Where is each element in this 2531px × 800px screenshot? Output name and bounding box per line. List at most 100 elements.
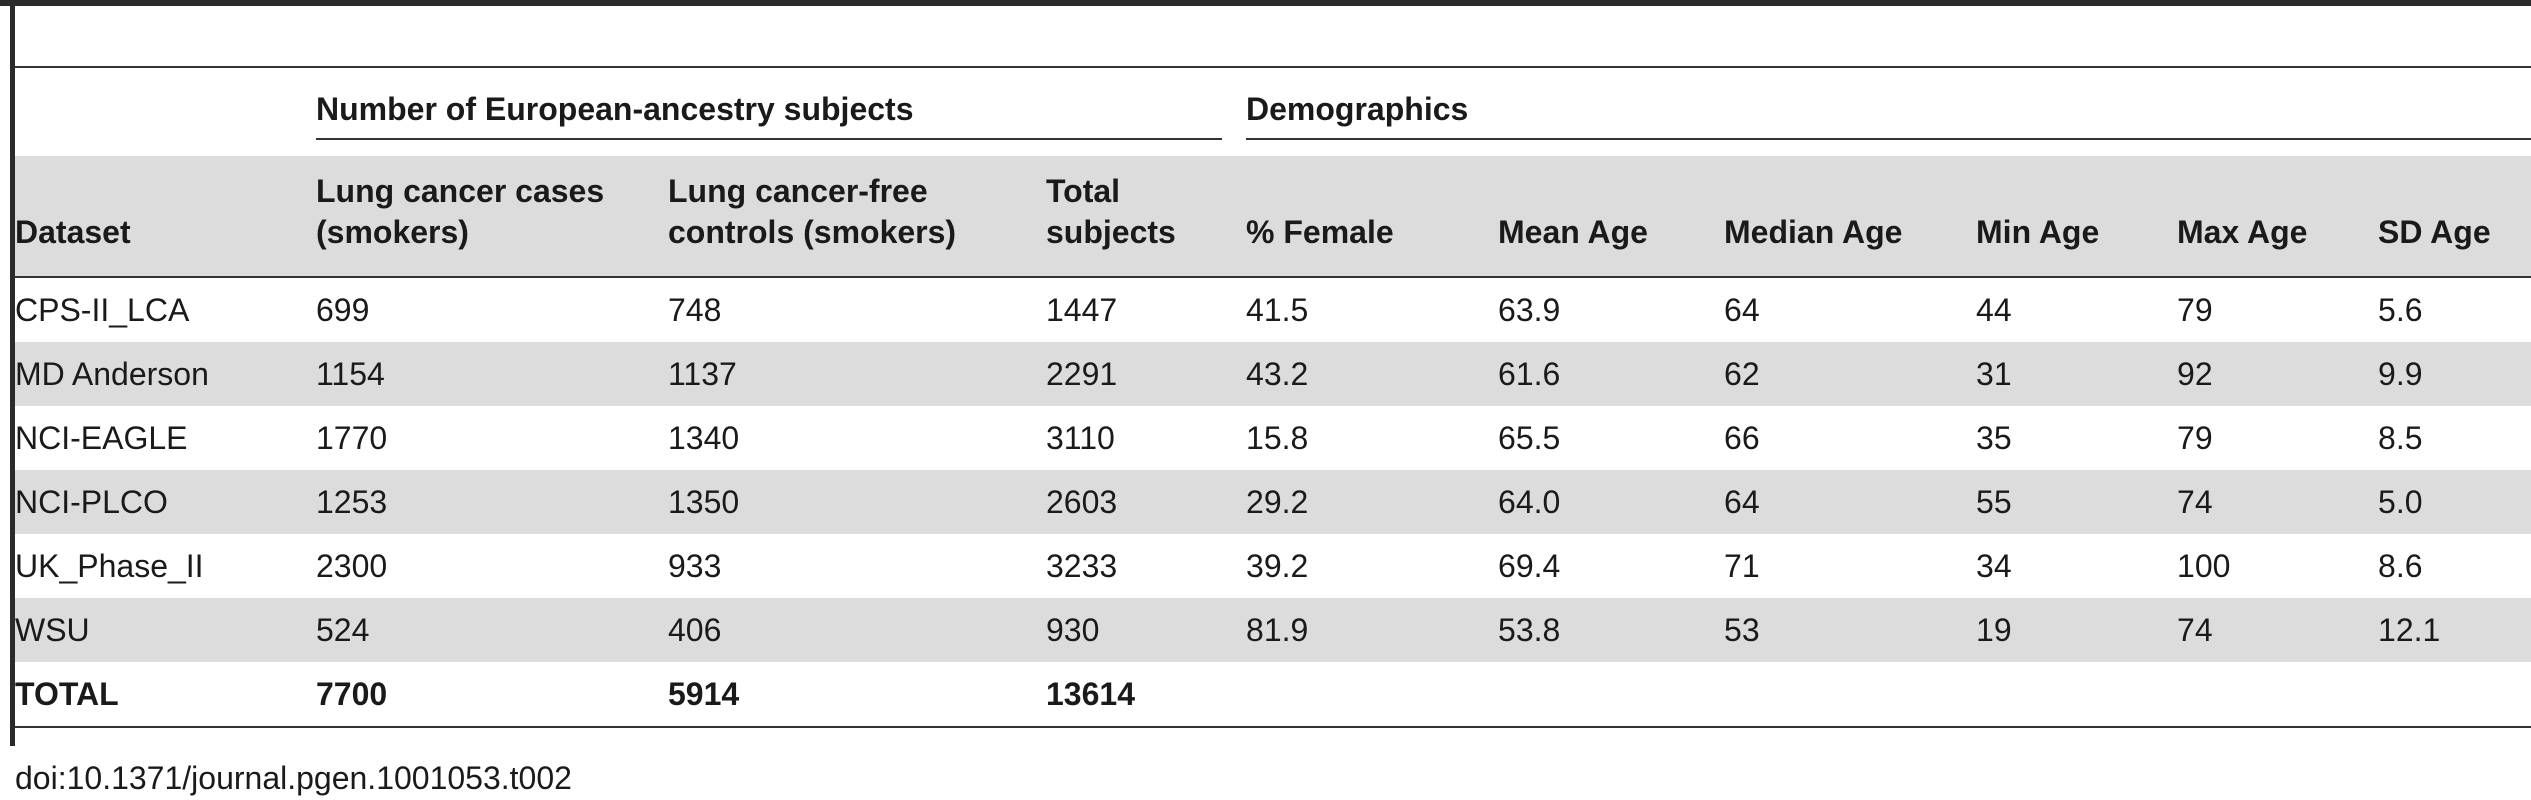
group-header-empty <box>15 66 316 156</box>
table-cell: 62 <box>1724 342 1977 406</box>
table-cell: 79 <box>2177 291 2213 328</box>
table-cell: 1340 <box>668 419 740 456</box>
table-cell: 64.0 <box>1498 470 1725 534</box>
table-cell: 933 <box>668 547 722 584</box>
table-cell: 55 <box>1976 470 2178 534</box>
group-header-demographics-cell: Demographics <box>1246 66 2531 156</box>
table-cell: 64 <box>1724 291 1760 328</box>
col-header-median-age: Median Age <box>1724 156 1977 278</box>
table-cell: 8.5 <box>2378 419 2423 456</box>
table-cell: 15.8 <box>1246 419 1309 456</box>
table-cell: 1350 <box>668 470 1046 534</box>
table-cell: 406 <box>668 598 1046 662</box>
table-container: Number of European-ancestry subjects Dem… <box>15 66 2531 728</box>
top-rule <box>0 0 2531 6</box>
col-header-cases: Lung cancer cases (smokers) <box>316 156 668 278</box>
table-cell: 74 <box>2177 470 2379 534</box>
table-cell: 1770 <box>316 419 388 456</box>
group-header-row: Number of European-ancestry subjects Dem… <box>15 66 2531 156</box>
table-cell: 1253 <box>316 470 668 534</box>
table-row: WSU 524 406 930 81.9 53.8 53 19 74 12.1 <box>15 598 2531 662</box>
table-cell: 2291 <box>1046 342 1247 406</box>
table-cell: 3110 <box>1046 419 1115 456</box>
table-row: UK_Phase_II 2300 933 3233 39.2 69.4 71 3… <box>15 534 2531 598</box>
table-cell: 1137 <box>668 342 1046 406</box>
table-cell: 61.6 <box>1498 342 1725 406</box>
doi-link[interactable]: doi:10.1371/journal.pgen.1001053.t002 <box>15 760 572 796</box>
table-cell: 100 <box>2177 547 2231 584</box>
table-cell: 65.5 <box>1498 419 1561 456</box>
table-cell: 1447 <box>1046 291 1118 328</box>
table-cell: 74 <box>2177 598 2379 662</box>
table-cell: 41.5 <box>1246 291 1309 328</box>
table-cell: 66 <box>1724 419 1760 456</box>
table-cell: MD Anderson <box>15 342 316 406</box>
table-cell: 71 <box>1724 547 1760 584</box>
total-cell <box>1246 662 1499 728</box>
table-cell: 44 <box>1976 291 2012 328</box>
total-cell: 7700 <box>316 662 668 728</box>
group-header-subjects-cell: Number of European-ancestry subjects <box>316 66 1247 156</box>
col-header-dataset: Dataset <box>15 156 316 278</box>
col-header-total: Total subjects <box>1046 156 1247 278</box>
table-row: NCI-EAGLE 1770 1340 3110 15.8 65.5 66 35… <box>15 406 2531 470</box>
table-cell: UK_Phase_II <box>15 547 204 584</box>
table-cell: NCI-PLCO <box>15 470 316 534</box>
table-row: MD Anderson 1154 1137 2291 43.2 61.6 62 … <box>15 342 2531 406</box>
table-cell: 34 <box>1976 547 2012 584</box>
table-cell: 12.1 <box>2378 598 2531 662</box>
table-cell: 53.8 <box>1498 598 1725 662</box>
col-header-max-age: Max Age <box>2177 156 2379 278</box>
table-row: CPS-II_LCA 699 748 1447 41.5 63.9 64 44 … <box>15 277 2531 342</box>
table-cell: 43.2 <box>1246 342 1499 406</box>
total-row: TOTAL 7700 5914 13614 <box>15 662 2531 728</box>
total-label: TOTAL <box>15 662 316 728</box>
table-cell: 19 <box>1976 598 2178 662</box>
table-cell: 8.6 <box>2378 547 2423 584</box>
table-cell: 64 <box>1724 470 1977 534</box>
table-cell: 53 <box>1724 598 1977 662</box>
table-cell: 930 <box>1046 598 1247 662</box>
table-cell: CPS-II_LCA <box>15 291 190 328</box>
group-header-demographics: Demographics <box>1246 85 2531 140</box>
col-header-sd-age: SD Age <box>2378 156 2531 278</box>
total-cell <box>2177 662 2379 728</box>
table-cell: 5.0 <box>2378 470 2531 534</box>
group-header-subjects: Number of European-ancestry subjects <box>316 85 1223 140</box>
column-header-row: Dataset Lung cancer cases (smokers) Lung… <box>15 156 2531 278</box>
table-cell: 699 <box>316 291 370 328</box>
table-cell: 35 <box>1976 419 2012 456</box>
table-cell: 39.2 <box>1246 547 1309 584</box>
table-cell: 5.6 <box>2378 291 2423 328</box>
table-row: NCI-PLCO 1253 1350 2603 29.2 64.0 64 55 … <box>15 470 2531 534</box>
col-header-min-age: Min Age <box>1976 156 2178 278</box>
table-cell: 748 <box>668 291 722 328</box>
total-cell: 5914 <box>668 662 1046 728</box>
table-cell: 63.9 <box>1498 291 1561 328</box>
total-cell: 13614 <box>1046 662 1247 728</box>
col-header-female: % Female <box>1246 156 1499 278</box>
table-cell: 3233 <box>1046 547 1118 584</box>
total-cell <box>2378 662 2531 728</box>
table-cell: 92 <box>2177 342 2379 406</box>
table-cell: 31 <box>1976 342 2178 406</box>
left-rule <box>10 6 15 746</box>
table-cell: 2603 <box>1046 470 1247 534</box>
table-cell: 524 <box>316 598 668 662</box>
table-cell: 69.4 <box>1498 547 1561 584</box>
col-header-controls: Lung cancer-free controls (smokers) <box>668 156 1046 278</box>
total-cell <box>1498 662 1725 728</box>
table-cell: 79 <box>2177 419 2213 456</box>
table-cell: 81.9 <box>1246 598 1499 662</box>
total-cell <box>1724 662 1977 728</box>
table-cell: NCI-EAGLE <box>15 419 188 456</box>
table-cell: WSU <box>15 598 316 662</box>
table-cell: 1154 <box>316 342 668 406</box>
table-cell: 29.2 <box>1246 470 1499 534</box>
col-header-mean-age: Mean Age <box>1498 156 1725 278</box>
total-cell <box>1976 662 2178 728</box>
data-table: Number of European-ancestry subjects Dem… <box>15 66 2531 728</box>
table-cell: 9.9 <box>2378 342 2531 406</box>
table-cell: 2300 <box>316 547 388 584</box>
